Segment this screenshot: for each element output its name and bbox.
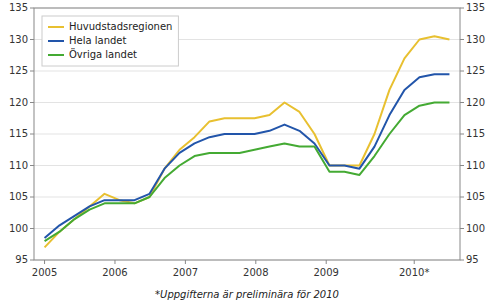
y2-tick-label: 100 xyxy=(466,223,485,234)
y-tick xyxy=(30,71,34,72)
plot-frame xyxy=(34,8,460,260)
x-tick-label: 2007 xyxy=(173,267,198,278)
y2-tick xyxy=(460,197,464,198)
x-tick-label: 2009 xyxy=(313,267,338,278)
y2-tick-label: 95 xyxy=(466,254,479,265)
y-tick xyxy=(30,228,34,229)
x-tick xyxy=(44,260,45,264)
legend-swatch xyxy=(48,54,64,56)
legend-box xyxy=(42,16,178,66)
y2-tick xyxy=(460,165,464,166)
y-tick-label: 95 xyxy=(15,254,28,265)
y2-tick-label: 130 xyxy=(466,34,485,45)
y-tick xyxy=(30,8,34,9)
x-tick-label: 2006 xyxy=(102,267,127,278)
y2-tick-label: 120 xyxy=(466,97,485,108)
y2-tick-label: 135 xyxy=(466,2,485,13)
y-tick-label: 135 xyxy=(9,2,28,13)
chart: 95 100 105 110 115 120 125 130 135 95 100 105 110 115… xyxy=(0,0,494,304)
legend-label: Övriga landet xyxy=(69,48,137,60)
y-tick-label: 130 xyxy=(9,34,28,45)
y2-tick xyxy=(460,102,464,103)
x-tick xyxy=(414,260,415,264)
y-tick xyxy=(30,102,34,103)
y2-tick xyxy=(460,134,464,135)
y2-tick xyxy=(460,71,464,72)
y-tick-label: 100 xyxy=(9,223,28,234)
x-tick xyxy=(114,260,115,264)
y-tick-label: 125 xyxy=(9,65,28,76)
legend: Huvudstadsregionen Hela landet Övriga land… xyxy=(42,16,178,66)
series-line xyxy=(45,103,450,242)
y2-tick-label: 105 xyxy=(466,191,485,202)
x-tick-label: 2010* xyxy=(399,267,429,278)
y-tick xyxy=(30,134,34,135)
y-tick xyxy=(30,165,34,166)
y2-tick-label: 115 xyxy=(466,128,485,139)
grid-line xyxy=(34,165,460,166)
y2-tick-label: 125 xyxy=(466,65,485,76)
y-tick-label: 105 xyxy=(9,191,28,202)
y2-tick-label: 110 xyxy=(466,160,485,171)
legend-label: Hela landet xyxy=(69,35,127,46)
grid-line xyxy=(34,228,460,229)
y2-tick xyxy=(460,260,464,261)
y2-tick xyxy=(460,228,464,229)
lines xyxy=(45,36,450,247)
y-tick-label: 120 xyxy=(9,97,28,108)
legend-swatch xyxy=(48,26,64,28)
x-tick xyxy=(326,260,327,264)
y-tick xyxy=(30,260,34,261)
y-tick xyxy=(30,39,34,40)
y-tick xyxy=(30,197,34,198)
series-line xyxy=(45,36,450,247)
y-tick-label: 115 xyxy=(9,128,28,139)
y-tick-label: 110 xyxy=(9,160,28,171)
y2-tick xyxy=(460,39,464,40)
legend-swatch xyxy=(48,40,64,42)
grid-line xyxy=(34,71,460,72)
x-tick xyxy=(185,260,186,264)
footnote: *Uppgifterna är preliminära för 2010 xyxy=(155,289,339,300)
legend-label: Huvudstadsregionen xyxy=(69,21,172,32)
y2-tick xyxy=(460,8,464,9)
x-tick-label: 2008 xyxy=(243,267,268,278)
series-line xyxy=(45,74,450,238)
grid-line xyxy=(34,197,460,198)
x-tick-label: 2005 xyxy=(32,267,57,278)
x-tick xyxy=(255,260,256,264)
